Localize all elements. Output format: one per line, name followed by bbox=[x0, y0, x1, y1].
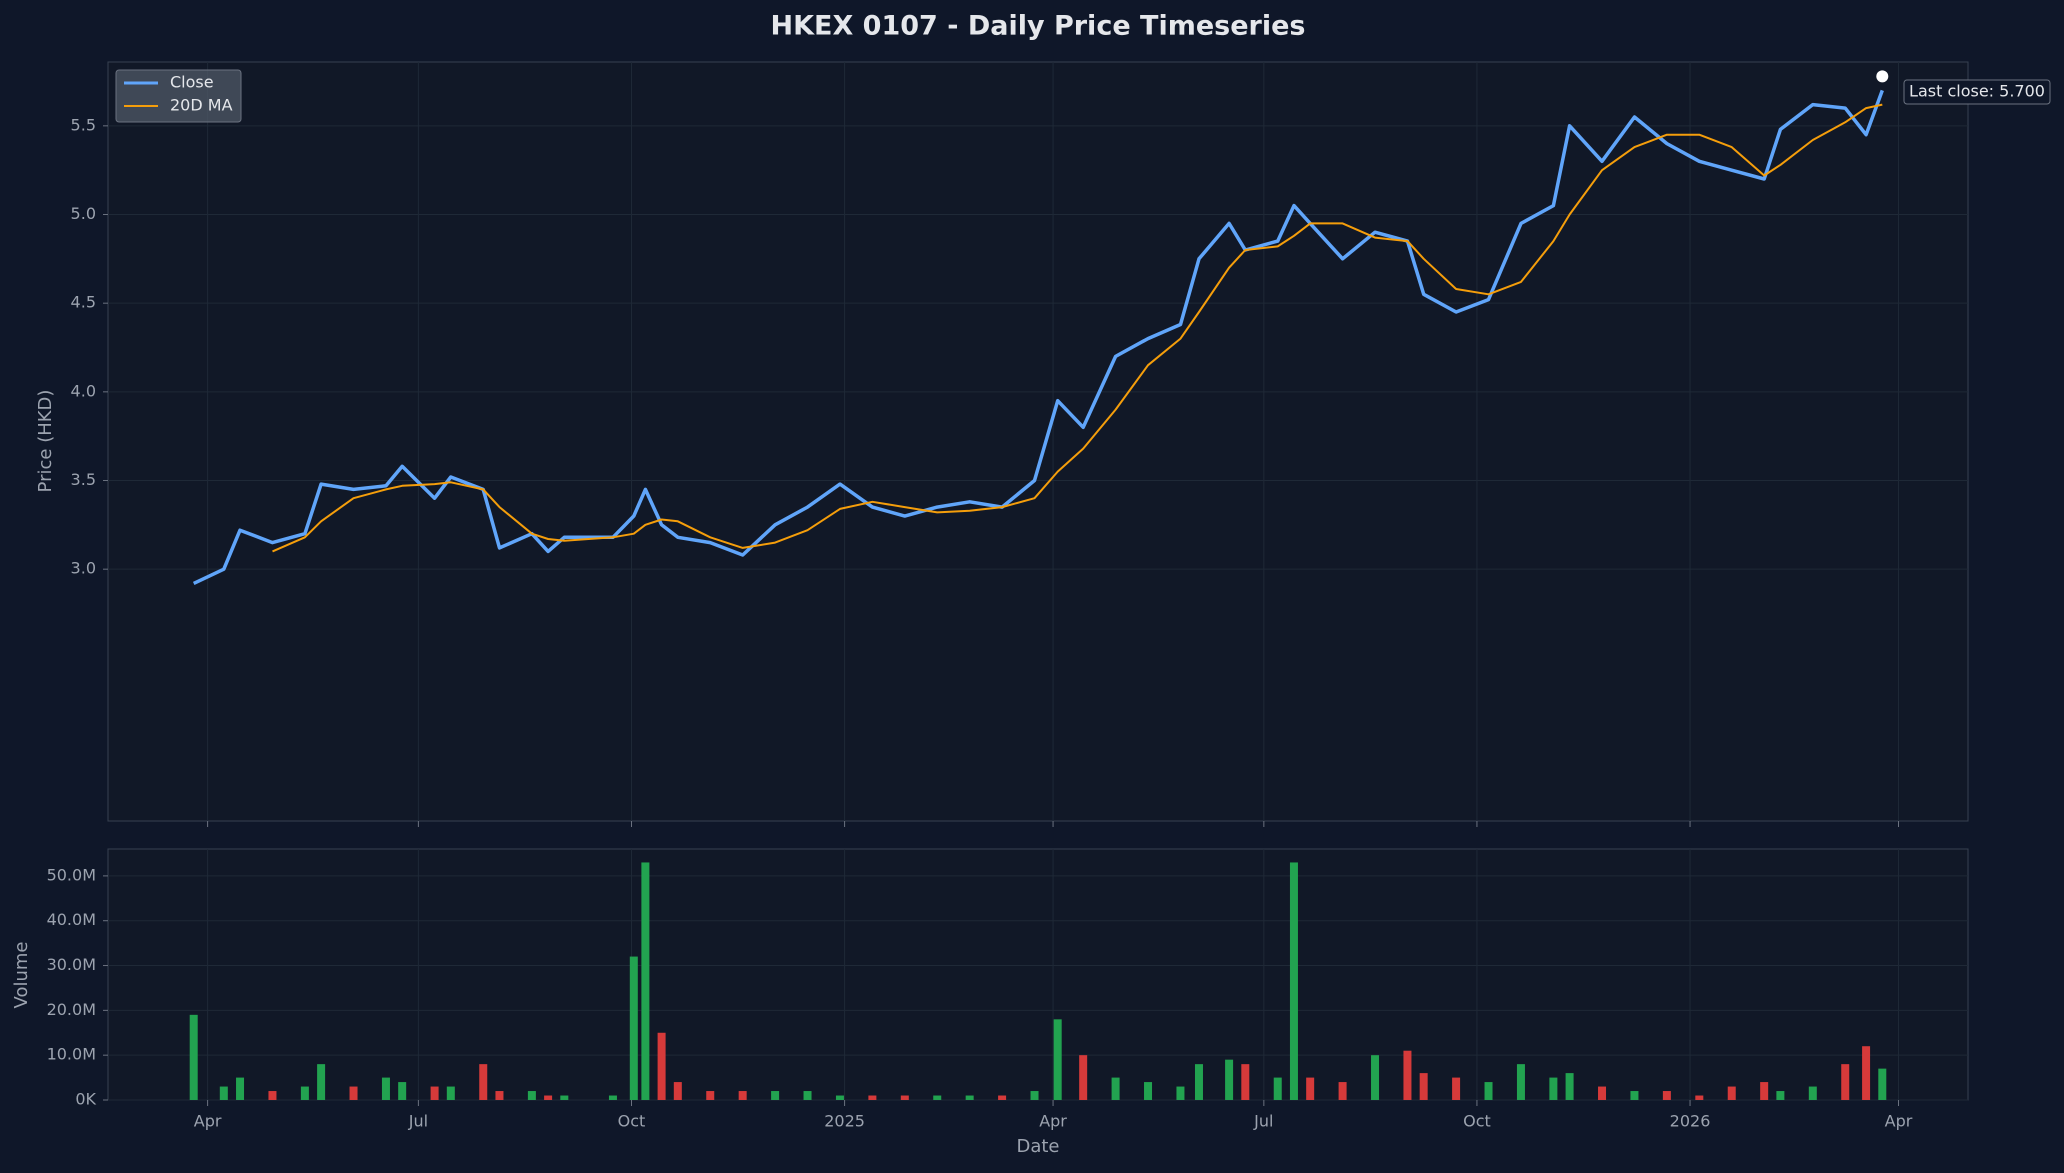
x-tick-label: Jul bbox=[1253, 1112, 1273, 1131]
volume-bar bbox=[641, 862, 650, 1100]
series-line bbox=[272, 103, 1883, 553]
volume-bar bbox=[1727, 1086, 1736, 1100]
x-tick-label: Apr bbox=[1039, 1112, 1067, 1131]
y-tick-label: 5.0 bbox=[71, 204, 96, 223]
x-tick-label: Oct bbox=[1463, 1112, 1491, 1131]
volume-bar bbox=[1111, 1077, 1120, 1100]
volume-bar bbox=[219, 1086, 228, 1100]
volume-bar bbox=[1878, 1068, 1887, 1100]
volume-bar bbox=[608, 1095, 617, 1100]
x-tick-label: 2025 bbox=[824, 1112, 865, 1131]
volume-bar bbox=[1403, 1050, 1412, 1100]
volume-bar bbox=[189, 1014, 198, 1100]
series-line bbox=[192, 89, 1884, 585]
volume-bar bbox=[1484, 1082, 1493, 1100]
volume-bar bbox=[1452, 1077, 1461, 1100]
x-tick-label: Oct bbox=[618, 1112, 646, 1131]
volume-bar bbox=[1808, 1086, 1817, 1100]
y-axis-label: Price (HKD) bbox=[35, 390, 56, 493]
volume-bar bbox=[1306, 1077, 1315, 1100]
volume-bar bbox=[1053, 1019, 1062, 1100]
x-tick-label: Apr bbox=[194, 1112, 222, 1131]
volume-bar bbox=[933, 1095, 942, 1100]
y-tick-label: 30.0M bbox=[47, 955, 96, 974]
annotation: Last close: 5.700 bbox=[1909, 82, 2045, 101]
volume-bar bbox=[998, 1095, 1007, 1100]
volume-bar bbox=[1079, 1055, 1088, 1100]
y-tick-label: 4.5 bbox=[71, 293, 96, 312]
volume-bar bbox=[706, 1091, 715, 1100]
volume-bar bbox=[771, 1091, 780, 1100]
y-axis-label: Volume bbox=[11, 942, 32, 1009]
volume-bar bbox=[349, 1086, 358, 1100]
volume-bar bbox=[1516, 1064, 1525, 1100]
volume-bar bbox=[1194, 1064, 1203, 1100]
volume-bar bbox=[657, 1032, 666, 1100]
volume-bar bbox=[300, 1086, 309, 1100]
annotation-box bbox=[1903, 79, 2051, 105]
volume-bar bbox=[1241, 1064, 1250, 1100]
volume-bar bbox=[965, 1095, 974, 1100]
volume-bar bbox=[495, 1091, 504, 1100]
volume-bar bbox=[381, 1077, 390, 1100]
volume-bar bbox=[1776, 1091, 1785, 1100]
y-tick-label: 50.0M bbox=[47, 865, 96, 884]
volume-bar bbox=[1565, 1073, 1574, 1100]
chart-title: HKEX 0107 - Daily Price Timeseries bbox=[770, 11, 1305, 42]
volume-bar bbox=[1695, 1095, 1704, 1100]
legend-label: Close bbox=[170, 73, 214, 92]
volume-bar bbox=[479, 1064, 488, 1100]
volume-bar bbox=[1144, 1082, 1153, 1100]
volume-bar bbox=[1630, 1091, 1639, 1100]
y-tick-label: 0K bbox=[75, 1090, 96, 1109]
y-tick-label: 40.0M bbox=[47, 910, 96, 929]
volume-bar bbox=[1760, 1082, 1769, 1100]
y-tick-label: 5.5 bbox=[71, 115, 96, 134]
volume-bar bbox=[1225, 1059, 1234, 1100]
y-tick-label: 10.0M bbox=[47, 1045, 96, 1064]
volume-bar bbox=[1841, 1064, 1850, 1100]
volume-bar bbox=[1862, 1046, 1871, 1100]
volume-bar bbox=[1273, 1077, 1282, 1100]
volume-bar bbox=[544, 1095, 553, 1100]
volume-bar bbox=[738, 1091, 747, 1100]
last-point bbox=[1876, 70, 1889, 83]
volume-bar bbox=[560, 1095, 569, 1100]
volume-bar bbox=[236, 1077, 245, 1100]
x-tick-label: Jul bbox=[408, 1112, 428, 1131]
volume-bar bbox=[1549, 1077, 1558, 1100]
volume-bar bbox=[446, 1086, 455, 1100]
volume-bar bbox=[629, 956, 638, 1100]
volume-bar bbox=[673, 1082, 682, 1100]
volume-plot bbox=[107, 848, 1969, 1101]
volume-bar bbox=[1338, 1082, 1347, 1100]
volume-bar bbox=[268, 1091, 277, 1100]
volume-bar bbox=[1662, 1091, 1671, 1100]
y-tick-label: 20.0M bbox=[47, 1000, 96, 1019]
volume-bar bbox=[430, 1086, 439, 1100]
x-tick-label: Apr bbox=[1885, 1112, 1913, 1131]
volume-bar bbox=[803, 1091, 812, 1100]
x-axis-label: Date bbox=[1016, 1136, 1059, 1157]
volume-bar bbox=[1371, 1055, 1380, 1100]
volume-bar bbox=[1176, 1086, 1185, 1100]
volume-bar bbox=[1598, 1086, 1607, 1100]
volume-bar bbox=[835, 1095, 844, 1100]
volume-bar bbox=[398, 1082, 407, 1100]
volume-bar bbox=[1419, 1073, 1428, 1100]
legend-label: 20D MA bbox=[170, 96, 233, 115]
y-tick-label: 3.5 bbox=[71, 470, 96, 489]
x-tick-label: 2026 bbox=[1670, 1112, 1711, 1131]
volume-bar bbox=[1030, 1091, 1039, 1100]
volume-bar bbox=[527, 1091, 536, 1100]
volume-bar bbox=[868, 1095, 877, 1100]
volume-bar bbox=[900, 1095, 909, 1100]
volume-bar bbox=[1289, 862, 1298, 1100]
y-tick-label: 3.0 bbox=[71, 559, 96, 578]
volume-bar bbox=[317, 1064, 326, 1100]
y-tick-label: 4.0 bbox=[71, 381, 96, 400]
price-plot bbox=[107, 61, 1969, 822]
